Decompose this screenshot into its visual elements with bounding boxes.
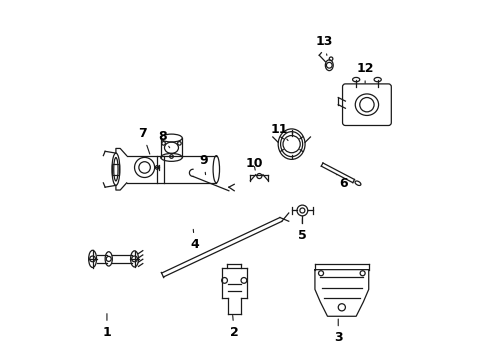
Text: 3: 3 <box>334 319 343 344</box>
Text: 11: 11 <box>270 123 288 140</box>
Text: 10: 10 <box>245 157 263 170</box>
Text: 13: 13 <box>315 35 333 55</box>
Text: 12: 12 <box>356 62 374 83</box>
Text: 5: 5 <box>298 219 307 242</box>
Text: 9: 9 <box>199 154 208 175</box>
Text: 8: 8 <box>158 130 170 148</box>
Text: 6: 6 <box>337 175 348 190</box>
Text: 1: 1 <box>102 314 111 339</box>
Text: 2: 2 <box>230 315 239 339</box>
Text: 7: 7 <box>138 127 150 154</box>
Text: 4: 4 <box>191 229 199 251</box>
